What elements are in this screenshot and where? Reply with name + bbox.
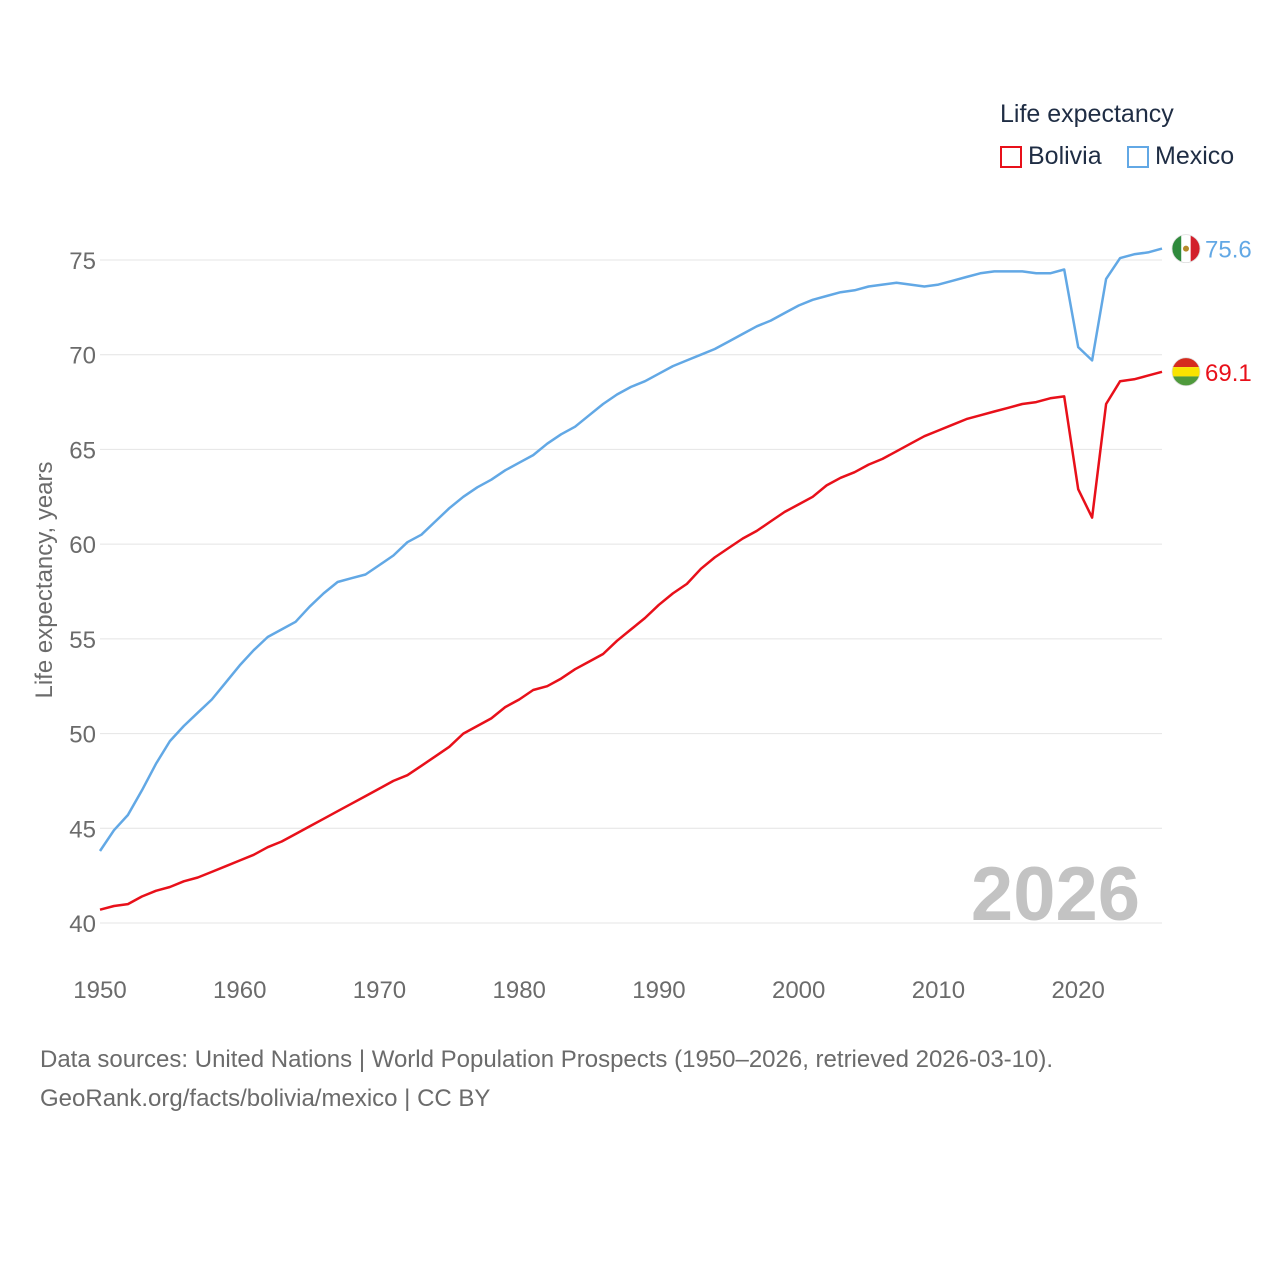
x-tick-label: 1990 [632,977,685,1004]
x-tick-label: 2020 [1051,977,1104,1004]
series-line-mexico [98,247,1163,852]
legend-item-mexico[interactable]: Mexico [1127,142,1234,171]
y-axis-label: Life expectancy, years [31,461,58,698]
y-tick-label: 65 [69,437,96,464]
y-tick-label: 50 [69,722,96,749]
y-tick-label: 40 [69,911,96,938]
flag-mexico [1171,234,1201,264]
y-tick-label: 75 [69,248,96,275]
legend-item-bolivia[interactable]: Bolivia [1000,142,1102,171]
series-line-bolivia [99,370,1163,911]
y-tick-label: 55 [69,627,96,654]
x-tick-label: 1960 [213,977,266,1004]
x-tick-label: 2010 [912,977,965,1004]
source-line-2[interactable]: GeoRank.org/facts/bolivia/mexico | CC BY [40,1085,491,1112]
legend-label-mexico: Mexico [1155,142,1235,170]
x-tick-label: 1970 [353,977,406,1004]
y-tick-label: 60 [69,532,96,559]
axis-ticks: 40 45 50 55 60 65 70 75 1950 1960 1970 1980 1990 2000… [69,248,1105,1004]
source-line-1: Data sources: United Nations | World Pop… [40,1046,1054,1073]
legend-title: Life expectancy [1000,100,1174,128]
end-label-mexico: 75.6 [1205,237,1252,264]
legend-swatch-bolivia [1000,145,1022,168]
x-tick-label: 2000 [772,977,825,1004]
year-watermark: 2026 [971,852,1140,937]
grid-lines [100,259,1162,924]
y-tick-label: 70 [69,343,96,370]
end-markers: 69.1 75.6 [1171,234,1252,387]
y-tick-label: 45 [69,816,96,843]
end-label-bolivia: 69.1 [1205,360,1252,387]
x-tick-label: 1980 [493,977,546,1004]
series [98,247,1163,911]
x-tick-label: 1950 [73,977,126,1004]
legend-swatch-mexico [1127,145,1149,168]
flag-bolivia [1171,357,1201,387]
legend-label-bolivia: Bolivia [1028,142,1102,170]
